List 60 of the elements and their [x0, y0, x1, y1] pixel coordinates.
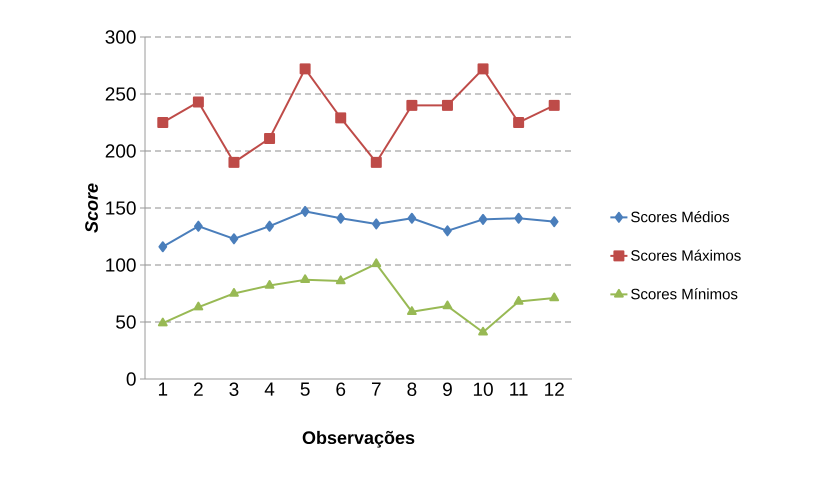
point [194, 220, 203, 232]
x-tick-label: 4 [264, 382, 274, 396]
x-tick-label: 11 [510, 382, 528, 396]
point [478, 214, 488, 225]
point [336, 212, 346, 224]
point [406, 306, 417, 315]
y-tick-label: 100 [106, 258, 136, 272]
y-tick-label: 300 [105, 30, 136, 44]
legend-label: Scores Médios [631, 211, 730, 222]
point [300, 206, 310, 217]
y-tick-label: 200 [106, 144, 136, 158]
point [371, 258, 382, 268]
x-tick-label: 5 [300, 382, 310, 396]
point [193, 302, 204, 310]
point [442, 100, 453, 111]
x-tick-label: 12 [545, 382, 564, 396]
point [264, 132, 276, 144]
point [157, 116, 168, 128]
x-tick-label: 6 [336, 382, 346, 396]
y-tick-label: 0 [126, 372, 136, 386]
point [158, 318, 168, 326]
point [514, 296, 524, 305]
y-tick-label: 150 [106, 201, 136, 215]
x-tick-label: 8 [407, 382, 416, 396]
point [408, 212, 416, 224]
point [192, 96, 204, 108]
point [229, 288, 239, 297]
point [265, 220, 274, 232]
point [550, 216, 559, 228]
y-axis-title: Score [85, 183, 98, 233]
x-tick-label: 10 [474, 382, 493, 396]
point [513, 116, 524, 128]
x-tick-label: 2 [194, 382, 203, 396]
point [443, 225, 452, 236]
point [548, 100, 560, 111]
x-axis-title: Observações [302, 430, 414, 448]
x-tick-label: 1 [158, 382, 168, 396]
y-tick-label: 50 [116, 315, 136, 329]
x-tick-label: 9 [443, 382, 452, 396]
point [335, 112, 346, 124]
point [336, 275, 346, 284]
point [514, 212, 523, 224]
point [300, 274, 310, 284]
legend-label: Scores Máximos [631, 250, 741, 261]
x-tick-label: 3 [229, 382, 238, 396]
point [406, 100, 418, 111]
point [228, 156, 240, 168]
point [370, 156, 382, 168]
point [549, 292, 560, 302]
point [264, 280, 274, 289]
point [158, 241, 168, 252]
x-tick-label: 7 [372, 382, 381, 396]
y-tick-label: 250 [106, 87, 136, 101]
point [372, 218, 381, 230]
point [478, 63, 489, 74]
legend-label: Scores Mínimos [631, 288, 738, 300]
point [478, 326, 488, 336]
point [300, 63, 311, 74]
point [230, 233, 238, 244]
point [442, 300, 452, 310]
